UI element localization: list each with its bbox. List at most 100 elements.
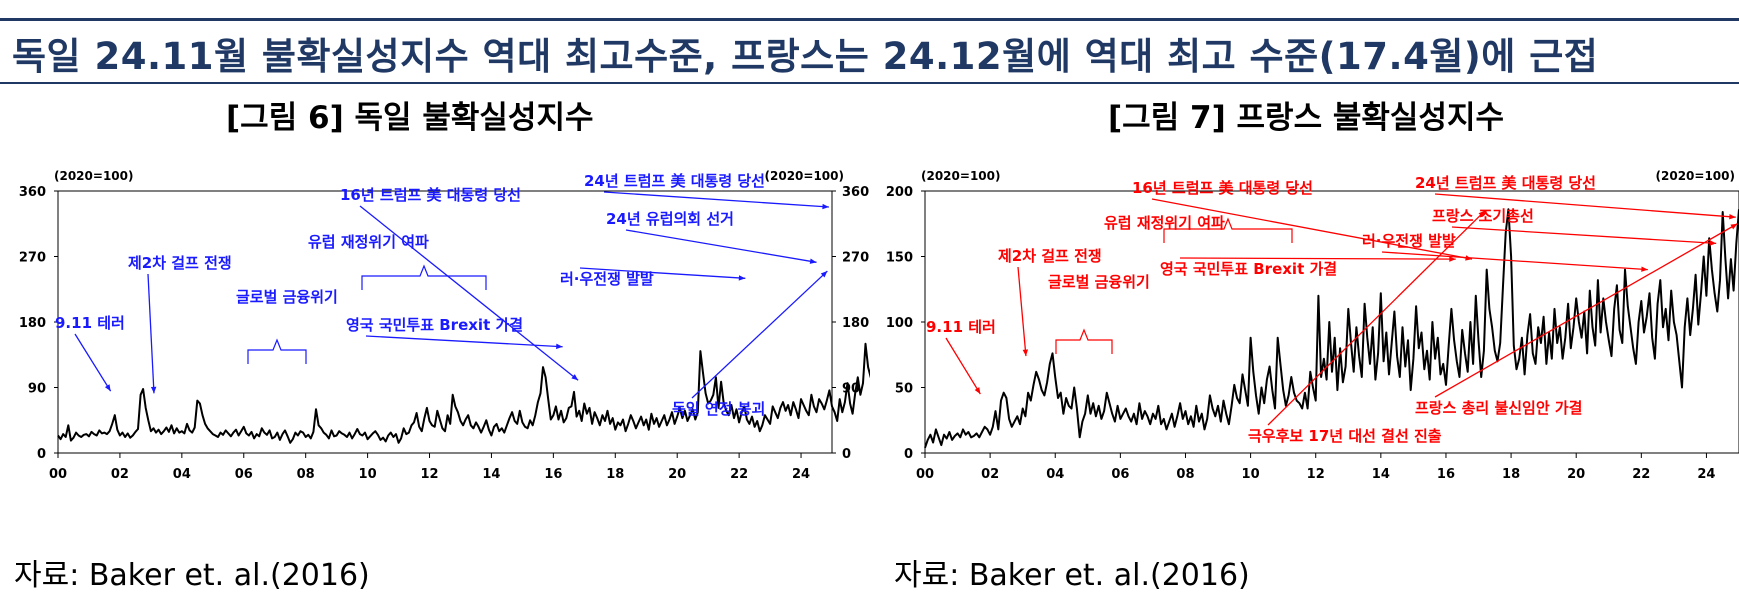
annotation-label: 프랑스 조기총선 bbox=[1432, 207, 1534, 225]
france-uncertainty-chart: (2020=100) (2020=100) 0 50 100 150 200 00 02 04 06… bbox=[886, 169, 1739, 482]
annotation-arrow bbox=[74, 333, 112, 392]
annotation-bracket bbox=[247, 338, 307, 364]
annotation-label: 글로벌 금융위기 bbox=[1048, 273, 1150, 291]
annotation-label: 24년 유럽의회 선거 bbox=[606, 210, 734, 228]
annotation-arrowhead bbox=[1729, 213, 1736, 220]
y-tick-label: 0 bbox=[37, 447, 46, 462]
figure6-title: [그림 6] 독일 불확실성지수 bbox=[226, 100, 594, 136]
annotation-label: 프랑스 총리 불신임안 가결 bbox=[1415, 399, 1582, 417]
y-tick-label: 270 bbox=[19, 251, 46, 266]
annotation-arrowhead bbox=[738, 275, 746, 281]
annotation-arrow bbox=[579, 267, 746, 279]
unit-label-right: (2020=100) bbox=[765, 169, 844, 183]
x-tick-label: 06 bbox=[235, 467, 253, 482]
x-tick-label: 16 bbox=[1437, 467, 1455, 482]
top-rule bbox=[0, 18, 1739, 21]
x-tick-label: 08 bbox=[1176, 467, 1194, 482]
x-tick-label: 12 bbox=[420, 467, 438, 482]
y-tick-label: 150 bbox=[886, 251, 913, 266]
annotation-arrowhead bbox=[1449, 256, 1456, 262]
x-tick-label: 24 bbox=[1697, 467, 1715, 482]
annotation-arrow bbox=[1179, 257, 1456, 260]
annotation-arrow bbox=[1434, 193, 1736, 218]
x-tick-label: 20 bbox=[1567, 467, 1585, 482]
annotation-label: 유럽 재정위기 여파 bbox=[308, 233, 429, 251]
annotation-arrow bbox=[359, 205, 579, 381]
x-tick-label: 18 bbox=[606, 467, 624, 482]
x-tick-label: 10 bbox=[1242, 467, 1260, 482]
annotation-arrowhead bbox=[1022, 349, 1029, 357]
annotation-label: 글로벌 금융위기 bbox=[236, 288, 338, 306]
annotation-arrowhead bbox=[1641, 266, 1648, 272]
y-tick-label: 50 bbox=[895, 382, 913, 397]
annotation-bracket bbox=[361, 264, 487, 290]
y-tick-label-right: 0 bbox=[842, 447, 851, 462]
y-tick-label: 90 bbox=[28, 382, 46, 397]
annotation-arrow bbox=[1434, 223, 1738, 398]
annotation-label: 러·우전쟁 발발 bbox=[560, 270, 654, 288]
plot-frame bbox=[924, 190, 1739, 454]
headline-rule bbox=[0, 82, 1739, 84]
annotation-label: 16년 트럼프 美 대통령 당선 bbox=[340, 186, 521, 204]
x-tick-label: 00 bbox=[916, 467, 934, 482]
annotation-label: 제2차 걸프 전쟁 bbox=[128, 254, 232, 272]
annotation-arrowhead bbox=[809, 258, 817, 264]
annotation-arrowhead bbox=[1478, 210, 1486, 218]
annotation-label: 24년 트럼프 美 대통령 당선 bbox=[1415, 174, 1596, 192]
annotation-arrow bbox=[1267, 210, 1486, 426]
unit-label-left: (2020=100) bbox=[54, 169, 133, 183]
annotation-arrowhead bbox=[556, 343, 563, 350]
y-tick-label: 200 bbox=[886, 185, 913, 200]
figure7-title: [그림 7] 프랑스 불확실성지수 bbox=[1108, 100, 1505, 136]
y-tick-label: 0 bbox=[904, 447, 913, 462]
y-tick-label: 360 bbox=[19, 185, 46, 200]
figure7-source: 자료: Baker et. al.(2016) bbox=[894, 558, 1250, 593]
annotation-arrow bbox=[1017, 266, 1027, 357]
x-tick-label: 04 bbox=[173, 467, 191, 482]
annotation-arrow bbox=[147, 273, 155, 394]
x-tick-label: 20 bbox=[668, 467, 686, 482]
annotation-label: 독일 연정 붕괴 bbox=[672, 400, 765, 418]
annotation-arrowhead bbox=[974, 387, 981, 395]
x-tick-label: 08 bbox=[297, 467, 315, 482]
x-tick-label: 02 bbox=[111, 467, 129, 482]
annotation-arrowhead bbox=[571, 374, 579, 381]
y-tick-label: 180 bbox=[19, 316, 46, 331]
annotation-bracket bbox=[1055, 328, 1113, 354]
annotation-arrow bbox=[603, 191, 829, 208]
y-tick-label: 100 bbox=[886, 316, 913, 331]
annotation-label: 극우후보 17년 대선 결선 진출 bbox=[1248, 427, 1442, 445]
x-tick-label: 10 bbox=[359, 467, 377, 482]
page-headline: 독일 24.11월 불확실성지수 역대 최고수준, 프랑스는 24.12월에 역… bbox=[12, 35, 1599, 78]
annotation-arrow bbox=[691, 270, 828, 399]
series-line bbox=[924, 208, 1739, 449]
annotation-label: 제2차 걸프 전쟁 bbox=[998, 247, 1102, 265]
annotation-label: 영국 국민투표 Brexit 가결 bbox=[346, 316, 523, 334]
x-tick-label: 14 bbox=[1372, 467, 1390, 482]
annotation-arrow bbox=[625, 229, 817, 263]
annotation-arrowhead bbox=[150, 386, 157, 394]
x-tick-label: 22 bbox=[730, 467, 748, 482]
x-tick-label: 22 bbox=[1632, 467, 1650, 482]
x-tick-label: 04 bbox=[1046, 467, 1064, 482]
annotation-arrowhead bbox=[1709, 240, 1717, 246]
x-tick-label: 12 bbox=[1307, 467, 1325, 482]
annotation-label: 9.11 테러 bbox=[926, 318, 996, 336]
annotation-arrow bbox=[945, 337, 981, 395]
annotation-label: 러·우전쟁 발발 bbox=[1362, 232, 1456, 250]
figure6-source: 자료: Baker et. al.(2016) bbox=[14, 558, 370, 593]
annotation-arrow bbox=[365, 335, 563, 348]
unit-label-left: (2020=100) bbox=[921, 169, 1000, 183]
annotation-arrow bbox=[1451, 226, 1717, 245]
annotation-label: 24년 트럼프 美 대통령 당선 bbox=[584, 172, 765, 190]
x-tick-label: 00 bbox=[49, 467, 67, 482]
x-tick-label: 02 bbox=[981, 467, 999, 482]
y-tick-label-right: 270 bbox=[842, 251, 869, 266]
annotation-bracket bbox=[1163, 217, 1293, 243]
annotation-label: 영국 국민투표 Brexit 가결 bbox=[1160, 260, 1337, 278]
x-tick-label: 06 bbox=[1111, 467, 1129, 482]
annotation-label: 16년 트럼프 美 대통령 당선 bbox=[1132, 179, 1313, 197]
annotation-arrowhead bbox=[1730, 223, 1738, 230]
annotation-label: 9.11 테러 bbox=[55, 314, 125, 332]
